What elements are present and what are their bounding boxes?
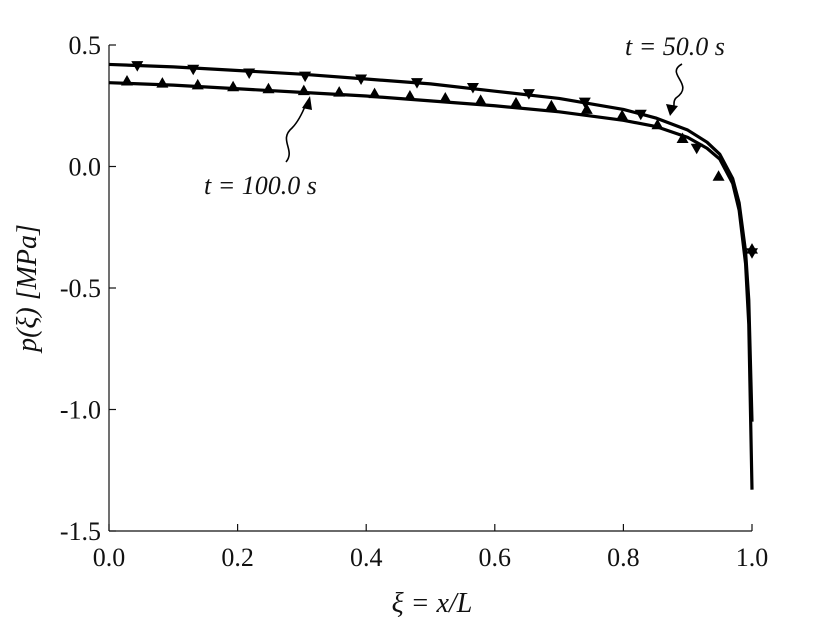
- data-point-1: [616, 109, 629, 120]
- data-point-0: [299, 71, 312, 83]
- x-axis-label: ξ = x/L: [392, 588, 473, 619]
- y-tick-label: -0.5: [60, 274, 101, 303]
- data-point-1: [545, 99, 558, 111]
- arrow-head-t-100: [302, 96, 312, 110]
- x-tick-label: 0.4: [350, 543, 383, 572]
- x-tick-label: 0.8: [607, 543, 640, 572]
- data-point-1: [121, 74, 134, 86]
- data-point-1: [580, 103, 593, 114]
- data-point-1: [156, 77, 169, 88]
- data-point-0: [522, 89, 535, 100]
- data-point-1: [510, 96, 523, 108]
- data-point-1: [333, 86, 346, 97]
- y-ticks: 0.5 0.0 -0.5 -1.0 -1.5: [60, 31, 116, 546]
- data-point-1: [651, 118, 664, 130]
- data-point-1: [262, 82, 275, 94]
- data-point-0: [466, 83, 479, 94]
- data-point-1: [439, 91, 452, 103]
- data-point-1: [403, 90, 416, 101]
- data-point-1: [676, 132, 689, 144]
- data-point-1: [746, 243, 758, 254]
- annotation-arrow-t-100: [285, 103, 307, 163]
- data-point-0: [634, 109, 647, 121]
- data-point-0: [410, 78, 423, 89]
- x-ticks: 0.0 0.2 0.4 0.6 0.8 1.0: [93, 524, 769, 572]
- data-point-0: [187, 64, 200, 76]
- y-tick-label: 0.0: [69, 153, 102, 182]
- annotation-t-100: t = 100.0 s: [204, 171, 317, 200]
- x-tick-label: 0.0: [93, 543, 126, 572]
- x-tick-label: 0.2: [221, 543, 254, 572]
- annotation-t-50: t = 50.0 s: [625, 32, 725, 61]
- x-tick-label: 0.6: [479, 543, 512, 572]
- data-point-1: [191, 78, 204, 90]
- data-point-1: [474, 94, 487, 105]
- data-point-1: [227, 80, 240, 92]
- arrow-head-t-50: [666, 104, 678, 116]
- data-point-0: [355, 74, 368, 86]
- data-point-0: [578, 97, 591, 109]
- series-line-1: [108, 81, 754, 490]
- data-point-0: [243, 68, 256, 79]
- data-point-1: [297, 84, 310, 96]
- data-point-1: [368, 87, 381, 99]
- x-tick-label: 1.0: [736, 543, 769, 572]
- series-line-0: [108, 62, 754, 422]
- annotation-arrow-t-50: [671, 63, 684, 109]
- data-point-1: [712, 170, 725, 181]
- y-tick-label: -1.0: [60, 396, 101, 425]
- data-point-0: [690, 143, 703, 155]
- data-point-0: [131, 61, 144, 72]
- y-tick-label: -1.5: [60, 517, 101, 546]
- series-layer: [108, 61, 758, 490]
- y-tick-label: 0.5: [69, 31, 102, 60]
- y-axis-label: p(ξ) [MPa]: [12, 224, 43, 354]
